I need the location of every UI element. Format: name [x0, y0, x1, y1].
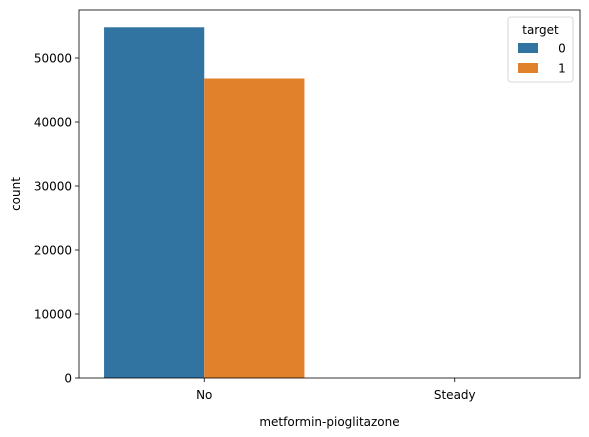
y-tick-label: 0	[64, 372, 72, 386]
y-axis: 0 10000 20000 30000 40000 50000	[34, 52, 79, 386]
x-axis-label: metformin-pioglitazone	[259, 415, 399, 429]
y-tick-label: 20000	[34, 244, 72, 258]
legend-label-1: 1	[558, 62, 566, 76]
legend-swatch-0	[518, 43, 538, 53]
legend-swatch-1	[518, 63, 538, 73]
legend: target 0 1	[508, 17, 573, 82]
x-tick-label: No	[196, 388, 212, 402]
bars-group	[104, 27, 555, 378]
legend-title: target	[522, 23, 559, 37]
x-tick-label: Steady	[434, 388, 476, 402]
x-axis: No Steady	[196, 378, 476, 402]
bar-no-target-0	[104, 27, 204, 378]
y-tick-label: 50000	[34, 52, 72, 66]
y-axis-label: count	[9, 177, 23, 211]
y-tick-label: 30000	[34, 180, 72, 194]
legend-label-0: 0	[558, 42, 566, 56]
y-tick-label: 40000	[34, 116, 72, 130]
bar-no-target-1	[204, 78, 304, 378]
y-tick-label: 10000	[34, 308, 72, 322]
